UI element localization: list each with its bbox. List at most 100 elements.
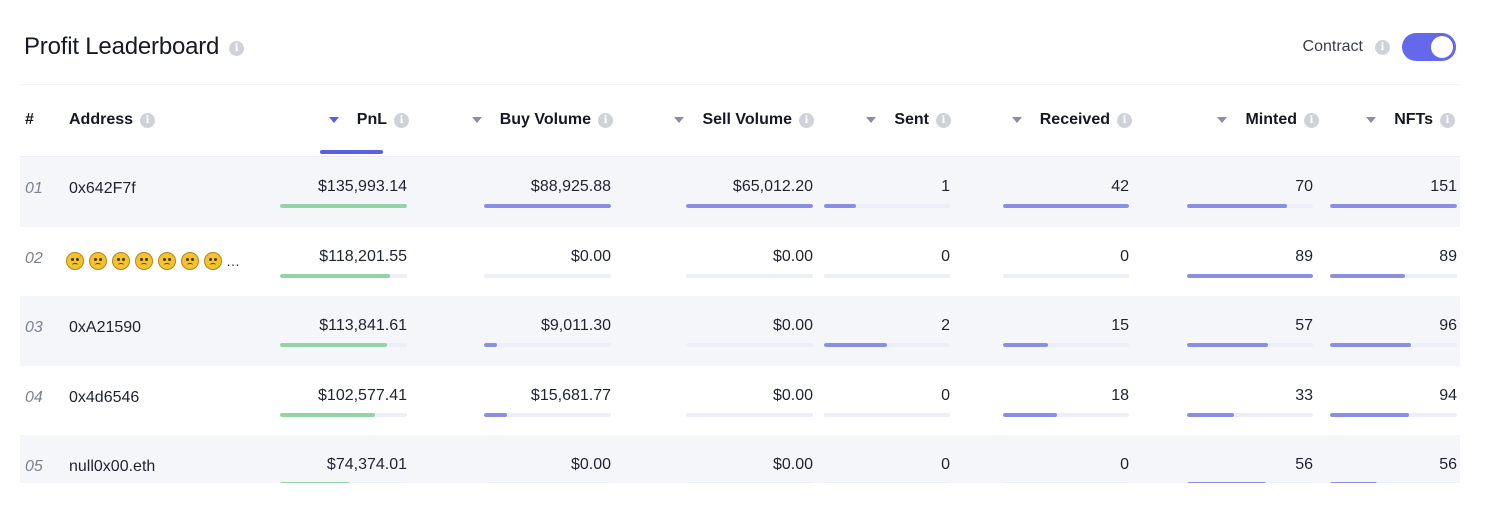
nfts-bar-track [1330,273,1457,278]
column-header-sell-volume[interactable]: Sell Volume i [640,108,814,132]
title-row: Profit Leaderboard i [24,30,245,64]
nfts-bar-track [1330,412,1457,417]
buy-bar-track [484,482,611,483]
address-link[interactable]: null0x00.eth [69,458,156,475]
contract-info-icon[interactable]: i [1375,39,1390,55]
sort-down-icon [674,117,685,123]
pnl-bar-fill [280,204,407,208]
received-bar-track [1003,343,1129,347]
table-row[interactable]: 05 null0x00.eth $74,374.01 $0.00 $0.00 0 0 56 56 [20,435,1460,483]
received-value: 15 [1111,317,1129,334]
sort-down-icon [1217,117,1228,123]
column-label-minted: Minted [1245,111,1297,128]
sent-info-icon[interactable]: i [936,112,951,128]
pnl-bar-track [280,412,407,417]
column-label-received: Received [1039,111,1110,128]
column-header-nfts[interactable]: NFTs i [1330,108,1455,132]
woozy-face-emoji-icon [204,251,222,270]
received-bar-fill [1003,412,1057,417]
title-info-icon[interactable]: i [229,40,245,56]
table-row[interactable]: 03 0xA21590 $113,841.61 $9,011.30 $0.00 2 15 57… [20,296,1460,366]
woozy-face-emoji-icon [135,251,153,270]
address-link[interactable]: 0xA21590 [69,319,142,336]
buy-bar-fill [484,412,507,417]
sent-bar-fill [824,204,856,208]
sent-bar-track [824,343,950,347]
column-header-minted[interactable]: Minted i [1170,108,1319,132]
nfts-bar-fill [1330,482,1377,483]
sell-volume-info-icon[interactable]: i [799,112,814,128]
minted-bar-fill [1187,343,1268,347]
sent-bar-track [824,273,950,278]
column-label-sent: Sent [894,111,929,128]
table-row[interactable]: 01 0x642F7f $135,993.14 $88,925.88 $65,012.2… [20,157,1460,227]
column-label-nfts: NFTs [1394,111,1433,128]
nfts-bar-track [1330,204,1457,208]
woozy-face-emoji-icon [89,251,107,270]
buy-value: $88,925.88 [530,178,611,195]
sell-bar-track [686,204,813,208]
nfts-bar-fill [1330,273,1405,278]
column-label-rank: # [25,111,34,128]
sent-bar-track [824,482,950,483]
minted-bar-track [1187,482,1313,483]
pnl-bar-fill [280,482,350,483]
column-header-received[interactable]: Received i [980,108,1132,132]
address-link[interactable]: … [66,250,240,272]
minted-bar-track [1187,204,1313,208]
minted-bar-track [1187,273,1313,278]
woozy-face-emoji-icon [112,251,130,270]
address-info-icon[interactable]: i [140,112,156,128]
minted-bar-fill [1187,204,1287,208]
pnl-bar-track [280,343,407,347]
minted-info-icon[interactable]: i [1304,112,1319,128]
buy-bar-track [484,412,611,417]
rank-cell: 02 [25,249,43,267]
column-header-sent[interactable]: Sent i [830,108,951,132]
pnl-bar-fill [280,273,390,278]
table-row[interactable]: 04 0x4d6546 $102,577.41 $15,681.77 $0.00 0 18 3… [20,366,1460,436]
minted-bar-fill [1187,273,1313,278]
column-header-address: Address i [69,108,156,132]
received-bar-track [1003,412,1129,417]
sort-down-icon [471,117,482,123]
pnl-value: $118,201.55 [319,247,407,265]
received-info-icon[interactable]: i [1117,112,1132,128]
column-header-pnl[interactable]: PnL i [250,108,409,132]
address-link[interactable]: 0x642F7f [69,180,136,197]
address-link[interactable]: 0x4d6546 [69,388,140,406]
sell-value: $0.00 [772,456,813,473]
buy-value: $0.00 [570,456,611,473]
sent-bar-track [824,412,950,417]
received-value: 18 [1111,386,1129,404]
pnl-value: $102,577.41 [318,386,407,404]
column-header-buy-volume[interactable]: Buy Volume i [440,108,613,132]
sell-bar-track [686,412,813,417]
rank-cell: 03 [25,319,43,336]
sort-down-icon [1366,117,1377,123]
buy-volume-info-icon[interactable]: i [598,112,613,128]
sent-bar-fill [824,343,887,347]
table-row[interactable]: 02 … $118,201.55 $0.00 $0.00 0 0 89 89 [20,227,1460,297]
sell-value: $0.00 [772,317,813,334]
column-label-address: Address [69,111,134,128]
received-value: 42 [1111,178,1129,195]
sell-value: $0.00 [772,386,813,404]
sort-down-icon [328,117,339,123]
received-bar-fill [1003,204,1129,208]
pnl-bar-track [280,482,407,483]
nfts-value: 94 [1439,386,1457,404]
column-label-sell-volume: Sell Volume [702,111,792,128]
contract-toggle[interactable] [1402,33,1456,61]
minted-bar-track [1187,412,1313,417]
received-value: 0 [1120,247,1129,265]
pnl-info-icon[interactable]: i [394,112,409,128]
sent-value: 0 [941,456,950,473]
page-title: Profit Leaderboard [24,33,220,60]
minted-value: 33 [1295,386,1313,404]
nfts-info-icon[interactable]: i [1440,112,1455,128]
minted-value: 56 [1295,456,1313,473]
minted-bar-fill [1187,412,1234,417]
sell-value: $65,012.20 [732,178,813,195]
